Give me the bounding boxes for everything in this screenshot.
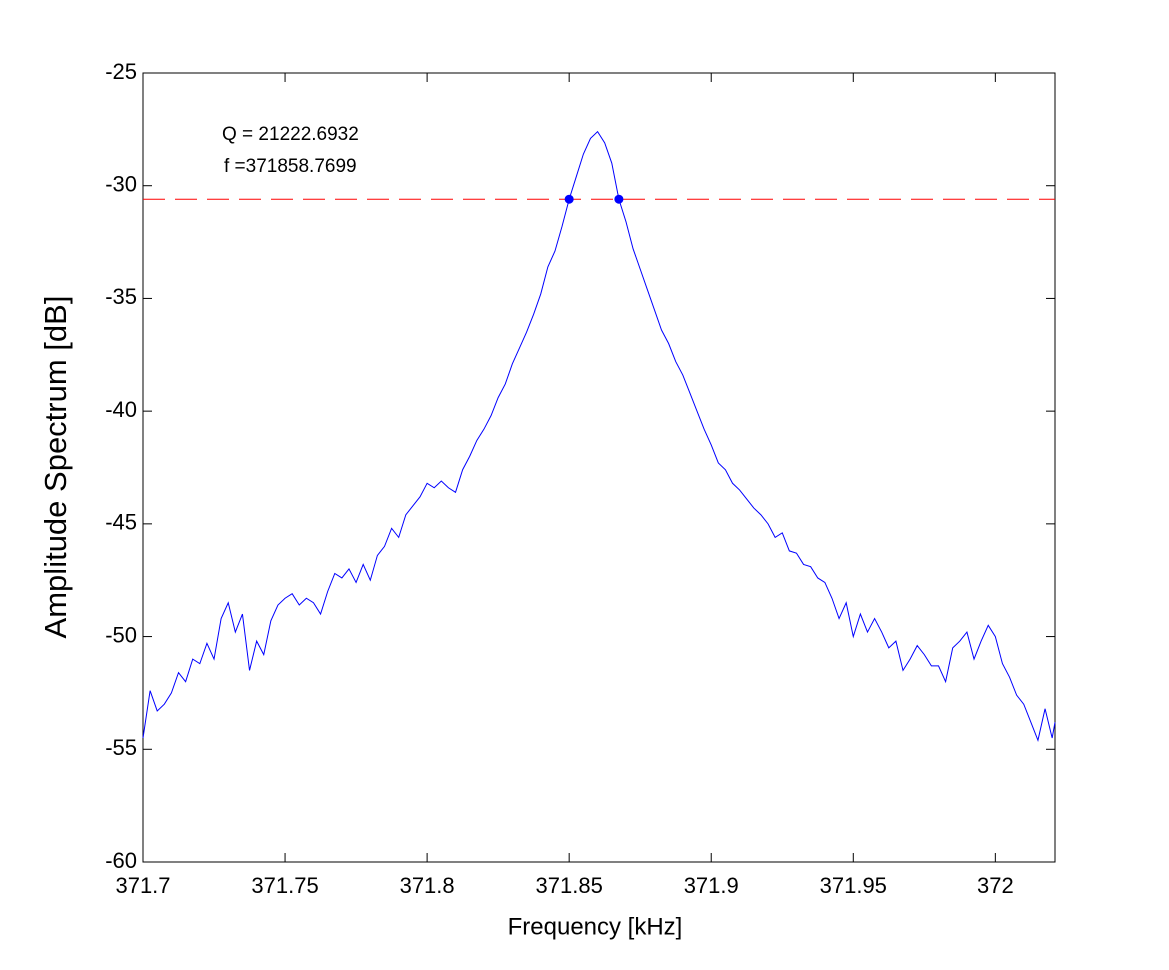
- y-axis-label: Amplitude Spectrum [dB]: [38, 296, 73, 639]
- y-tick-label: -60: [105, 848, 137, 873]
- y-tick-label: -55: [105, 735, 137, 760]
- spectrum-line: [142, 130, 1056, 742]
- annotation: f =371858.7699: [224, 156, 357, 177]
- x-axis-label: Frequency [kHz]: [508, 913, 683, 940]
- x-tick-label: 371.7: [115, 873, 170, 898]
- marker: [614, 194, 624, 204]
- y-tick-label: -45: [105, 510, 137, 535]
- x-tick-label: 371.8: [400, 873, 455, 898]
- y-tick-label: -40: [105, 397, 137, 422]
- x-tick-label: 372: [977, 873, 1014, 898]
- y-tick-label: -35: [105, 284, 137, 309]
- plot-frame: [142, 72, 1056, 863]
- x-tick-label: 371.9: [684, 873, 739, 898]
- x-tick-label: 371.85: [536, 873, 603, 898]
- x-tick-label: 371.95: [820, 873, 887, 898]
- y-tick-label: -25: [105, 59, 137, 84]
- y-tick-label: -30: [105, 172, 137, 197]
- y-tick-label: -50: [105, 622, 137, 647]
- x-tick-label: 371.75: [251, 873, 318, 898]
- marker: [564, 194, 574, 204]
- annotation: Q = 21222.6932: [222, 124, 359, 145]
